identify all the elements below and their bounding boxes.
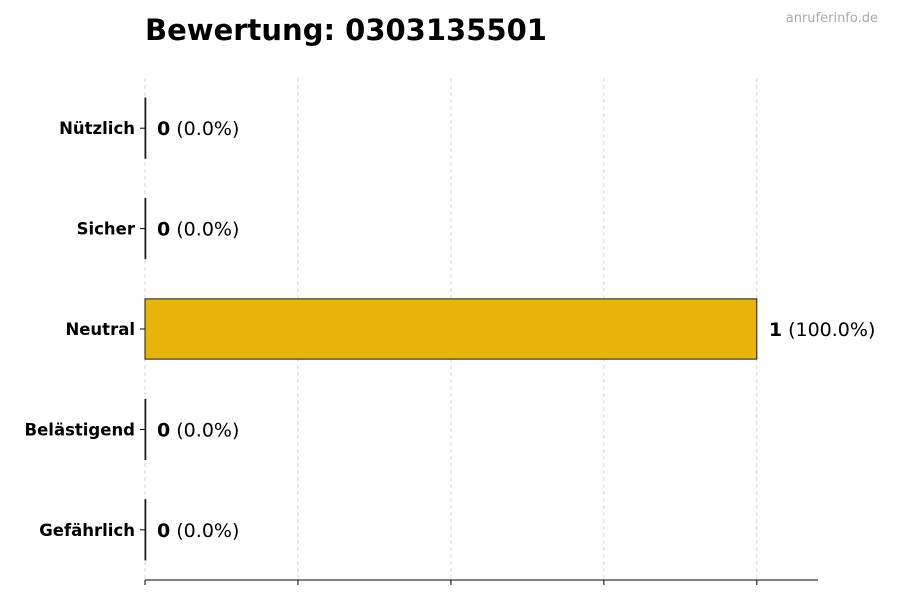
y-tick-label: Gefährlich <box>39 521 135 540</box>
data-label-count: 0 <box>157 419 170 441</box>
y-tick-label: Neutral <box>65 320 135 339</box>
bar-4 <box>144 499 147 561</box>
bar-1 <box>144 197 147 260</box>
y-tick-label: Nützlich <box>59 119 135 138</box>
data-label-count: 0 <box>157 520 170 542</box>
data-label-percent: (0.0%) <box>170 118 239 140</box>
data-label-percent: (0.0%) <box>170 419 239 441</box>
data-label-count: 1 <box>769 319 782 341</box>
bar-2 <box>144 298 758 360</box>
data-label: 0 (0.0%) <box>157 520 239 542</box>
data-label-percent: (0.0%) <box>170 520 239 542</box>
data-label: 0 (0.0%) <box>157 419 239 441</box>
data-label-count: 0 <box>157 219 170 241</box>
bar-0 <box>144 97 147 159</box>
data-label: 0 (0.0%) <box>157 219 239 241</box>
y-tick-label: Sicher <box>77 220 136 239</box>
chart-title: Bewertung: 0303135501 <box>145 13 547 47</box>
y-tick-label: Belästigend <box>25 420 135 439</box>
data-label: 0 (0.0%) <box>157 118 239 140</box>
watermark: anruferinfo.de <box>786 11 878 26</box>
data-label: 1 (100.0%) <box>769 319 876 341</box>
data-label-percent: (0.0%) <box>170 219 239 241</box>
data-label-percent: (100.0%) <box>782 319 875 341</box>
bar-3 <box>144 398 147 461</box>
data-label-count: 0 <box>157 118 170 140</box>
